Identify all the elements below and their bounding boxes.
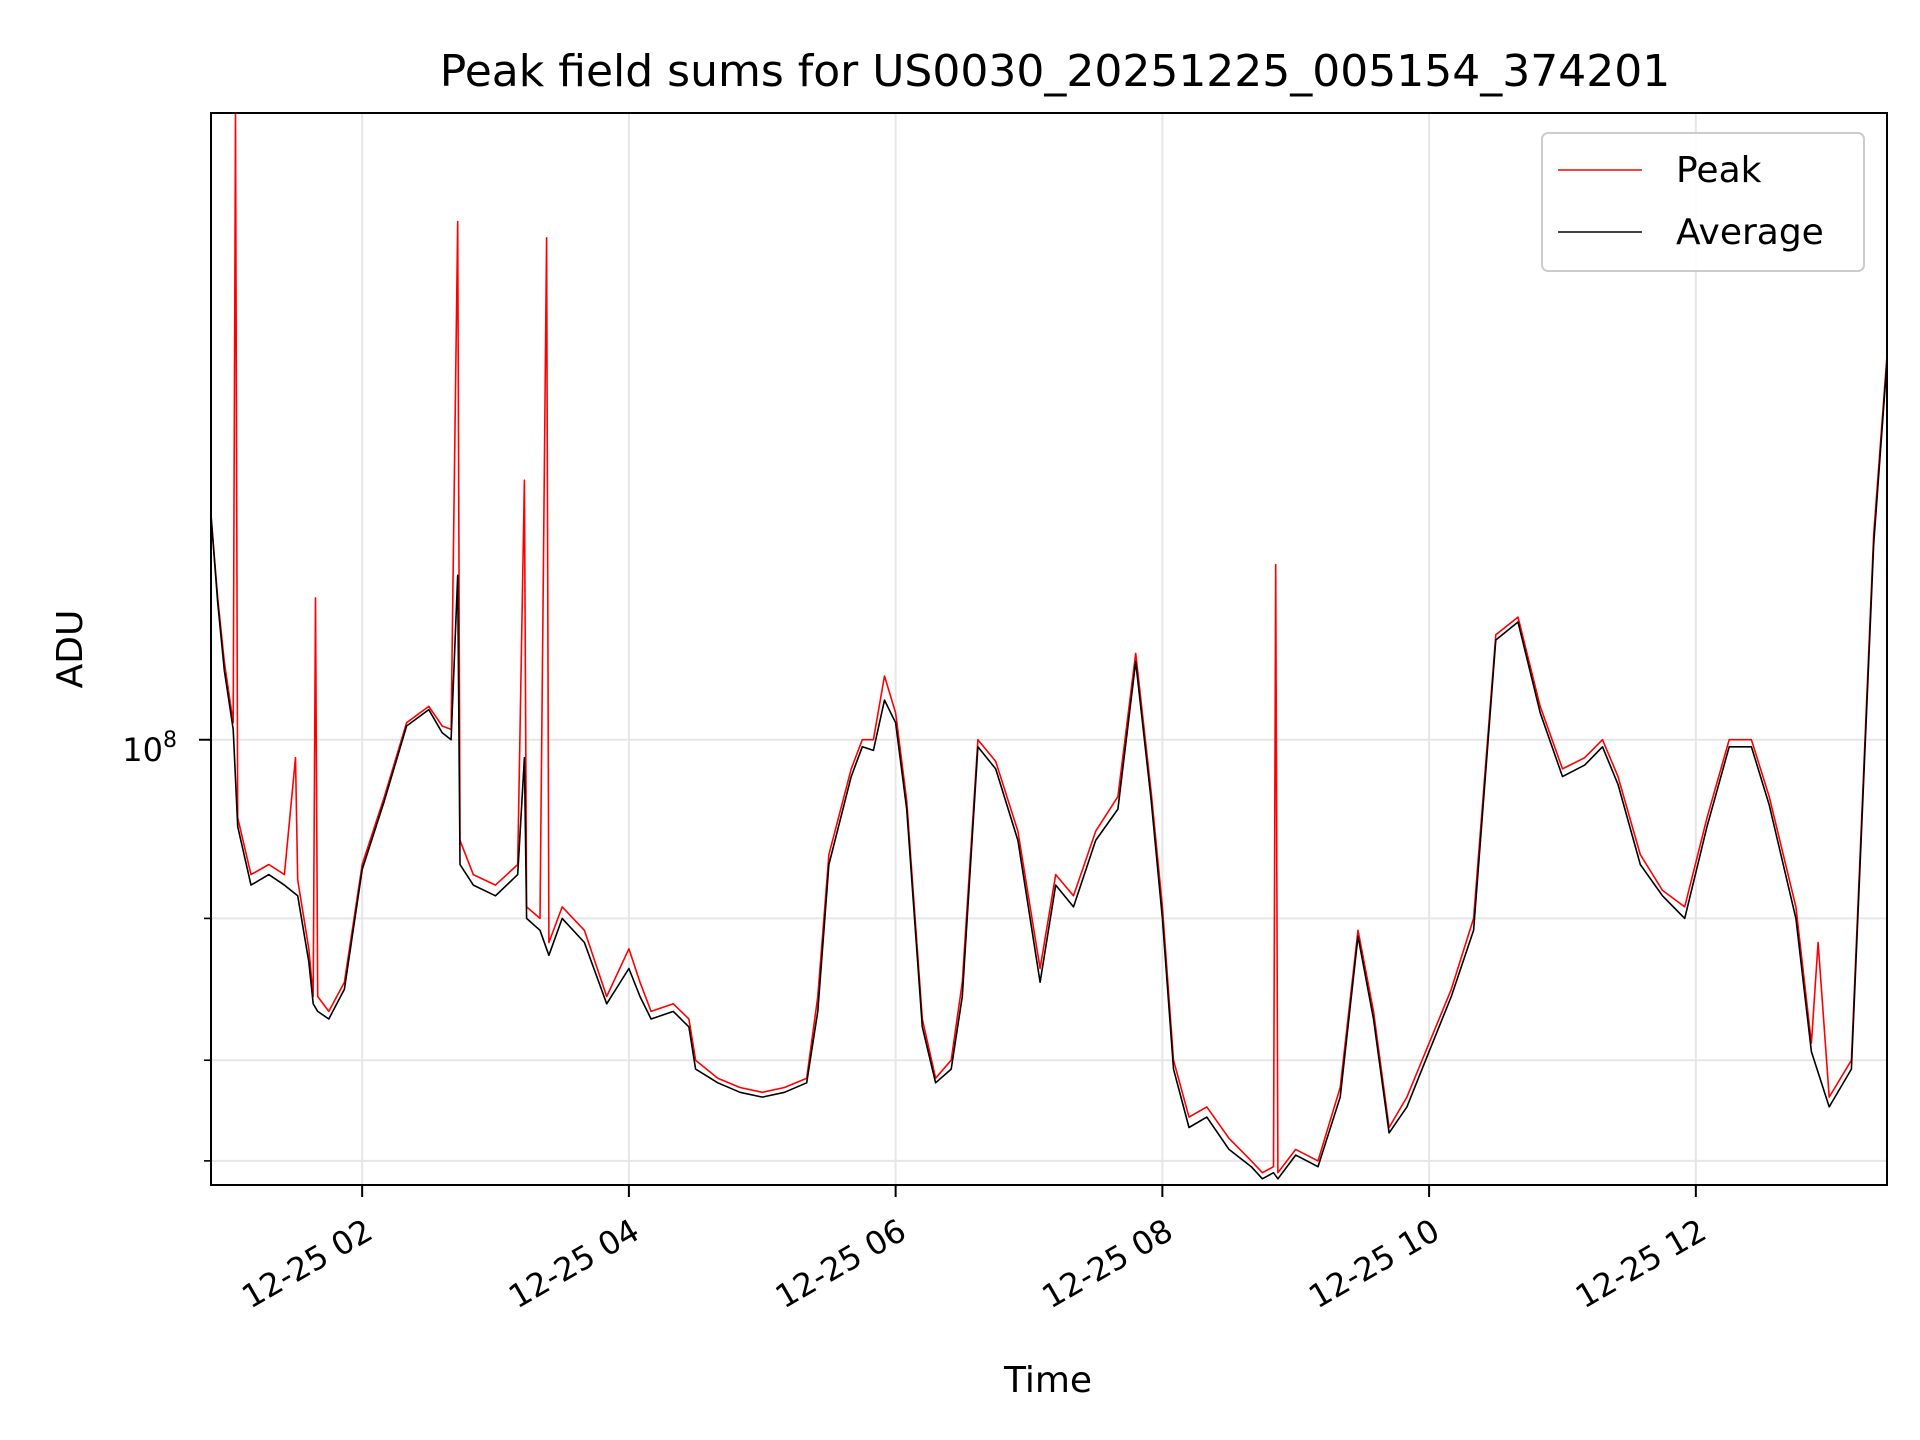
y-tick-exponent: 8 [163, 728, 177, 753]
legend-label-average: Average [1676, 212, 1824, 253]
legend-label-peak: Peak [1676, 150, 1762, 191]
series-line-average [211, 361, 1887, 1180]
x-axis-label: Time [1003, 1360, 1092, 1401]
y-axis: 108 [122, 728, 211, 1162]
y-axis-label: ADU [50, 610, 91, 689]
plot-frame [210, 112, 1888, 1186]
chart-title: Peak field sums for US0030_20251225_0051… [440, 46, 1670, 97]
series-layer [211, 113, 1887, 1180]
legend-box [1541, 132, 1865, 272]
y-tick-base: 10 [122, 731, 163, 769]
legend: Peak Average [1541, 132, 1865, 272]
y-tick-label-1e8: 108 [122, 728, 177, 769]
